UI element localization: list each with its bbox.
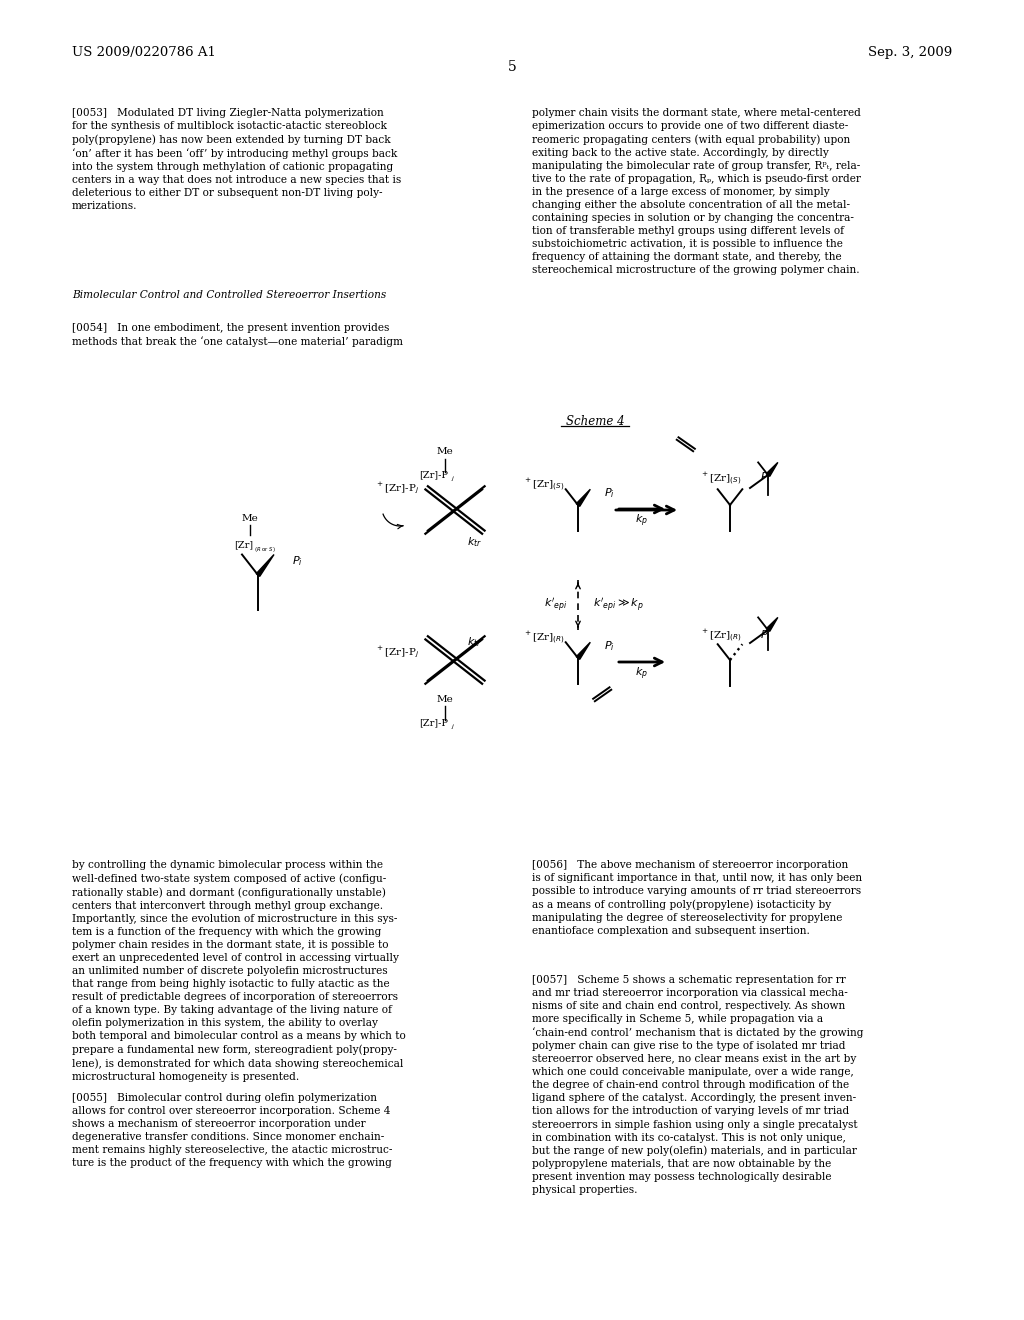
Polygon shape	[256, 554, 274, 577]
Text: $k_{tr}$: $k_{tr}$	[467, 535, 482, 549]
Text: $_{(R\ \mathrm{or}\ S)}$: $_{(R\ \mathrm{or}\ S)}$	[254, 546, 275, 556]
Text: $k_{tr}$: $k_{tr}$	[467, 635, 482, 649]
Polygon shape	[766, 462, 778, 477]
Text: $_j$: $_j$	[451, 722, 456, 731]
Text: $k_p$: $k_p$	[636, 513, 648, 529]
Polygon shape	[577, 490, 590, 507]
Text: [0053]   Modulated DT living Ziegler-Natta polymerization
for the synthesis of m: [0053] Modulated DT living Ziegler-Natta…	[72, 108, 401, 211]
Text: Me: Me	[436, 696, 454, 704]
Text: Me: Me	[242, 513, 258, 523]
Text: $^+$[Zr]-P$_j$: $^+$[Zr]-P$_j$	[375, 645, 419, 660]
Text: US 2009/0220786 A1: US 2009/0220786 A1	[72, 46, 216, 59]
Text: [0056]   The above mechanism of stereoerror incorporation
is of significant impo: [0056] The above mechanism of stereoerro…	[532, 861, 862, 936]
Text: $P_i$: $P_i$	[760, 628, 771, 642]
Text: [Zr]: [Zr]	[234, 540, 253, 549]
Text: [0055]   Bimolecular control during olefin polymerization
allows for control ove: [0055] Bimolecular control during olefin…	[72, 1093, 392, 1168]
Text: [0054]   In one embodiment, the present invention provides
methods that break th: [0054] In one embodiment, the present in…	[72, 323, 403, 347]
Text: $_j$: $_j$	[451, 474, 456, 483]
Text: $P_i$: $P_i$	[292, 554, 303, 568]
Text: 5: 5	[508, 59, 516, 74]
Text: $k'_{epi}$: $k'_{epi}$	[545, 597, 568, 614]
Text: Scheme 4: Scheme 4	[565, 414, 625, 428]
Text: $k_p$: $k_p$	[636, 667, 648, 682]
Text: polymer chain visits the dormant state, where metal-centered
epimerization occur: polymer chain visits the dormant state, …	[532, 108, 861, 276]
Text: $^+$[Zr]$_{(R)}$: $^+$[Zr]$_{(R)}$	[523, 630, 565, 647]
Text: [0057]   Scheme 5 shows a schematic representation for rr
and mr triad stereoerr: [0057] Scheme 5 shows a schematic repres…	[532, 975, 863, 1196]
Text: $^+$[Zr]$_{(R)}$: $^+$[Zr]$_{(R)}$	[700, 628, 741, 644]
Text: Sep. 3, 2009: Sep. 3, 2009	[867, 46, 952, 59]
Polygon shape	[766, 618, 778, 631]
Polygon shape	[577, 643, 590, 660]
Text: [Zr]-P: [Zr]-P	[419, 718, 449, 727]
Text: Bimolecular Control and Controlled Stereoerror Insertions: Bimolecular Control and Controlled Stere…	[72, 290, 386, 300]
Text: [Zr]-P: [Zr]-P	[419, 470, 449, 479]
Text: Me: Me	[436, 447, 454, 455]
Text: $P_i$: $P_i$	[760, 470, 771, 484]
Text: $P_i$: $P_i$	[604, 486, 614, 500]
Text: $P_i$: $P_i$	[604, 639, 614, 653]
Text: $k'_{epi} \gg k_p$: $k'_{epi} \gg k_p$	[593, 597, 644, 614]
Text: by controlling the dynamic bimolecular process within the
well-defined two-state: by controlling the dynamic bimolecular p…	[72, 861, 406, 1082]
Text: $^+$[Zr]-P$_j$: $^+$[Zr]-P$_j$	[375, 480, 419, 495]
Text: $^+$[Zr]$_{(S)}$: $^+$[Zr]$_{(S)}$	[523, 477, 564, 492]
Text: $^+$[Zr]$_{(S)}$: $^+$[Zr]$_{(S)}$	[700, 470, 741, 487]
